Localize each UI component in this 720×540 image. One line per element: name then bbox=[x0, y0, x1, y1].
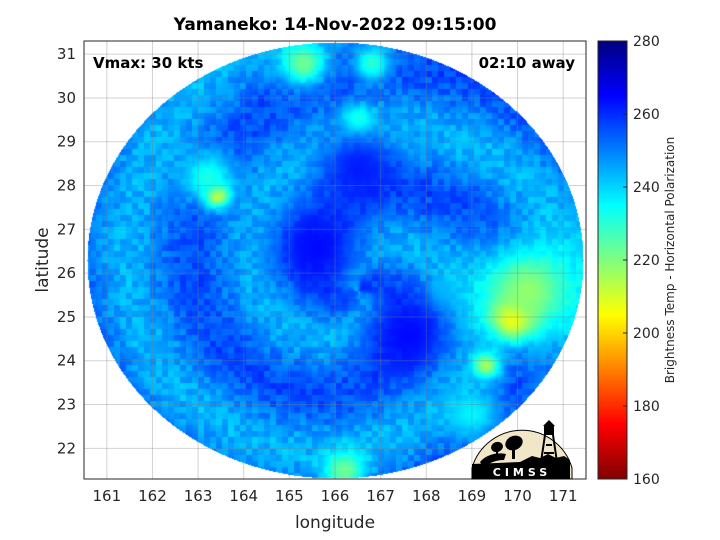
y-tick-label: 26 bbox=[57, 264, 76, 282]
y-tick-label: 29 bbox=[57, 133, 76, 151]
y-tick-label: 31 bbox=[57, 45, 76, 63]
colorbar-tick-label: 180 bbox=[633, 399, 660, 415]
x-tick-label: 166 bbox=[321, 487, 350, 505]
y-tick-label: 25 bbox=[57, 308, 76, 326]
time-away-annotation: 02:10 away bbox=[479, 54, 576, 72]
brightness-temperature-swath bbox=[84, 41, 586, 479]
colorbar-tick-label: 280 bbox=[633, 34, 660, 50]
x-tick-label: 167 bbox=[366, 487, 395, 505]
x-tick-label: 161 bbox=[92, 487, 121, 505]
x-axis-label: longitude bbox=[295, 513, 375, 533]
x-tick-label: 165 bbox=[275, 487, 304, 505]
x-tick-label: 171 bbox=[549, 487, 578, 505]
colorbar bbox=[597, 40, 628, 480]
y-tick-label: 23 bbox=[57, 396, 76, 414]
axes-frame bbox=[83, 40, 587, 480]
chart-title: Yamaneko: 14-Nov-2022 09:15:00 bbox=[173, 15, 497, 35]
y-tick-label: 27 bbox=[57, 220, 76, 238]
x-tick-label: 169 bbox=[458, 487, 487, 505]
cimss-logo-text: CIMSS bbox=[493, 466, 551, 479]
y-tick-label: 24 bbox=[57, 352, 76, 370]
colorbar-tick-label: 200 bbox=[633, 326, 660, 342]
y-tick-labels: 22 23 24 25 26 27 28 29 30 31 bbox=[57, 45, 76, 457]
x-tick-label: 163 bbox=[184, 487, 213, 505]
swath-layer bbox=[84, 41, 586, 479]
vmax-annotation: Vmax: 30 kts bbox=[93, 54, 203, 72]
colorbar-tick-label: 240 bbox=[633, 180, 660, 196]
x-tick-labels: 161 162 163 164 165 166 167 168 169 170 171 bbox=[92, 487, 577, 505]
y-tick-label: 30 bbox=[57, 89, 76, 107]
y-tick-label: 22 bbox=[57, 439, 76, 457]
colorbar-tick-label: 260 bbox=[633, 107, 660, 123]
x-tick-label: 170 bbox=[503, 487, 532, 505]
colorbar-tick-label: 220 bbox=[633, 253, 660, 269]
x-tick-label: 168 bbox=[412, 487, 441, 505]
y-axis-label: latitude bbox=[33, 227, 53, 292]
x-tick-label: 162 bbox=[138, 487, 167, 505]
cimss-logo: CIMSS bbox=[471, 420, 573, 480]
grid bbox=[84, 41, 586, 479]
colorbar-tick-labels: 160 180 200 220 240 260 280 bbox=[623, 34, 660, 488]
colorbar-label: Brightness Temp - Horizontal Polarizatio… bbox=[663, 137, 677, 384]
x-tick-label: 164 bbox=[229, 487, 258, 505]
colorbar-tick-label: 160 bbox=[633, 472, 660, 488]
y-tick-label: 28 bbox=[57, 177, 76, 195]
